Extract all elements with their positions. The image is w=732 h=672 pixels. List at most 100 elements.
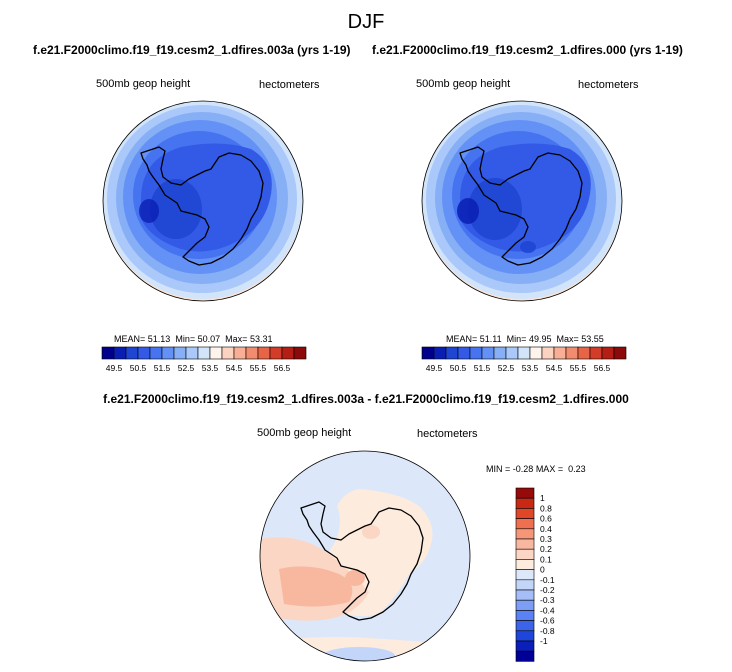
colorbar-swatch <box>515 610 535 621</box>
colorbar-swatch <box>515 640 535 652</box>
colorbar-tick-label: 0.8 <box>540 503 552 513</box>
colorbar-tick-label: 0.6 <box>540 514 552 524</box>
colorbar-tick-label: 0.1 <box>540 554 552 564</box>
colorbar-swatch <box>515 599 535 611</box>
colorbar-swatch <box>149 346 163 360</box>
colorbar-tick-label: 52.5 <box>498 363 515 373</box>
colorbar-swatch <box>257 346 271 360</box>
colorbar-swatch <box>137 346 151 360</box>
colorbar-swatch <box>281 346 295 360</box>
colorbar-swatch <box>515 569 535 581</box>
colorbar-tick-label: 55.5 <box>250 363 267 373</box>
stats-top-right: MEAN= 51.11 Min= 49.95 Max= 53.55 <box>446 334 604 344</box>
units-label-bottom: hectometers <box>417 428 478 440</box>
panel-title-top-left: f.e21.F2000climo.f19_f19.cesm2_1.dfires.… <box>33 43 351 57</box>
colorbar-swatch <box>515 497 535 509</box>
colorbar-swatch <box>529 346 543 360</box>
units-label-top-left: hectometers <box>259 79 320 91</box>
colorbar-swatch <box>505 346 519 360</box>
colorbar-swatch <box>601 346 615 360</box>
min-label: MIN = <box>486 464 511 474</box>
max-label: MAX = <box>535 464 564 474</box>
min-label: Min= <box>175 334 196 344</box>
colorbar-swatch <box>517 346 531 360</box>
colorbar-tick-label: -0.4 <box>540 605 555 615</box>
colorbar-swatch <box>515 548 535 560</box>
colorbar-swatch <box>421 346 435 360</box>
colorbar-tick-label: 51.5 <box>154 363 171 373</box>
field-label-top-left: 500mb geop height <box>96 78 191 90</box>
colorbar-swatch <box>565 346 579 360</box>
colorbar-top-left: 49.5 50.5 51.5 52.5 53.5 54.5 55.5 56.5 <box>101 346 307 373</box>
colorbar-swatch <box>457 346 471 360</box>
colorbar-tick-label: 51.5 <box>474 363 491 373</box>
colorbar-swatch <box>515 559 535 570</box>
colorbar-swatch <box>515 538 535 550</box>
max-value: 53.55 <box>581 334 604 344</box>
colorbar-swatch <box>233 346 247 360</box>
colorbar-tick-label: 54.5 <box>226 363 243 373</box>
colorbar-swatch <box>185 346 199 360</box>
colorbar-tick-label: 49.5 <box>426 363 443 373</box>
colorbar-swatch <box>113 346 127 360</box>
colorbar-bottom: 10.80.60.40.30.20.10-0.1-0.2-0.3-0.4-0.6… <box>515 487 555 662</box>
colorbar-tick-label: 50.5 <box>130 363 147 373</box>
colorbar-tick-label: 1 <box>540 493 545 503</box>
colorbar-tick-label: 0.4 <box>540 524 552 534</box>
colorbar-tick-label: 53.5 <box>202 363 219 373</box>
colorbar-swatch <box>589 346 603 360</box>
max-label: Max= <box>556 334 579 344</box>
colorbar-swatch <box>515 518 535 530</box>
colorbar-swatch <box>445 346 459 360</box>
colorbar-tick-label: -0.3 <box>540 595 555 605</box>
min-value: -0.28 <box>512 464 534 474</box>
colorbar-tick-label: -1 <box>540 636 548 646</box>
colorbar-tick-label: 0 <box>540 565 545 575</box>
colorbar-swatch <box>125 346 139 360</box>
colorbar-swatch <box>173 346 187 360</box>
colorbar-swatch <box>515 487 535 499</box>
colorbar-swatch <box>481 346 495 360</box>
max-label: Max= <box>225 334 248 344</box>
polar-map-top-left <box>102 100 304 302</box>
colorbar-swatch <box>515 579 535 591</box>
colorbar-swatch <box>469 346 483 360</box>
colorbar-swatch <box>515 589 535 601</box>
field-label-top-right: 500mb geop height <box>416 78 511 90</box>
max-value: 0.23 <box>568 464 586 474</box>
max-value: 53.31 <box>249 334 273 344</box>
colorbar-swatch <box>515 620 535 632</box>
colorbar-tick-label: 50.5 <box>450 363 467 373</box>
min-value: 50.07 <box>197 334 221 344</box>
colorbar-tick-label: 55.5 <box>570 363 587 373</box>
colorbar-swatch <box>209 346 223 360</box>
colorbar-swatch <box>613 346 627 360</box>
colorbar-tick-label: -0.2 <box>540 585 555 595</box>
colorbar-swatch <box>269 346 283 360</box>
panel-title-bottom: f.e21.F2000climo.f19_f19.cesm2_1.dfires.… <box>103 392 629 406</box>
colorbar-tick-label: 53.5 <box>522 363 539 373</box>
stats-top-left: MEAN= 51.13 Min= 50.07 Max= 53.31 <box>114 334 272 344</box>
colorbar-tick-label: 54.5 <box>546 363 563 373</box>
colorbar-tick-label: 56.5 <box>594 363 611 373</box>
colorbar-swatch <box>553 346 567 360</box>
colorbar-swatch <box>493 346 507 360</box>
panel-title-top-right: f.e21.F2000climo.f19_f19.cesm2_1.dfires.… <box>372 43 683 57</box>
field-label-bottom: 500mb geop height <box>257 427 352 439</box>
colorbar-top-right: 49.5 50.5 51.5 52.5 53.5 54.5 55.5 56.5 <box>421 346 627 373</box>
colorbar-swatch <box>245 346 259 360</box>
colorbar-swatch <box>577 346 591 360</box>
mean-label: MEAN= <box>114 334 146 344</box>
main-title: DJF <box>347 11 385 33</box>
colorbar-tick-label: 49.5 <box>106 363 123 373</box>
colorbar-tick-label: -0.6 <box>540 616 555 626</box>
units-label-top-right: hectometers <box>578 79 639 91</box>
colorbar-tick-label: 0.3 <box>540 534 552 544</box>
mean-value: 51.11 <box>479 334 502 344</box>
colorbar-tick-label: 52.5 <box>178 363 195 373</box>
colorbar-swatch <box>515 528 535 540</box>
colorbar-swatch <box>293 346 307 360</box>
min-value: 49.95 <box>528 334 552 344</box>
colorbar-tick-label: -0.1 <box>540 575 555 585</box>
colorbar-swatch <box>515 630 535 642</box>
